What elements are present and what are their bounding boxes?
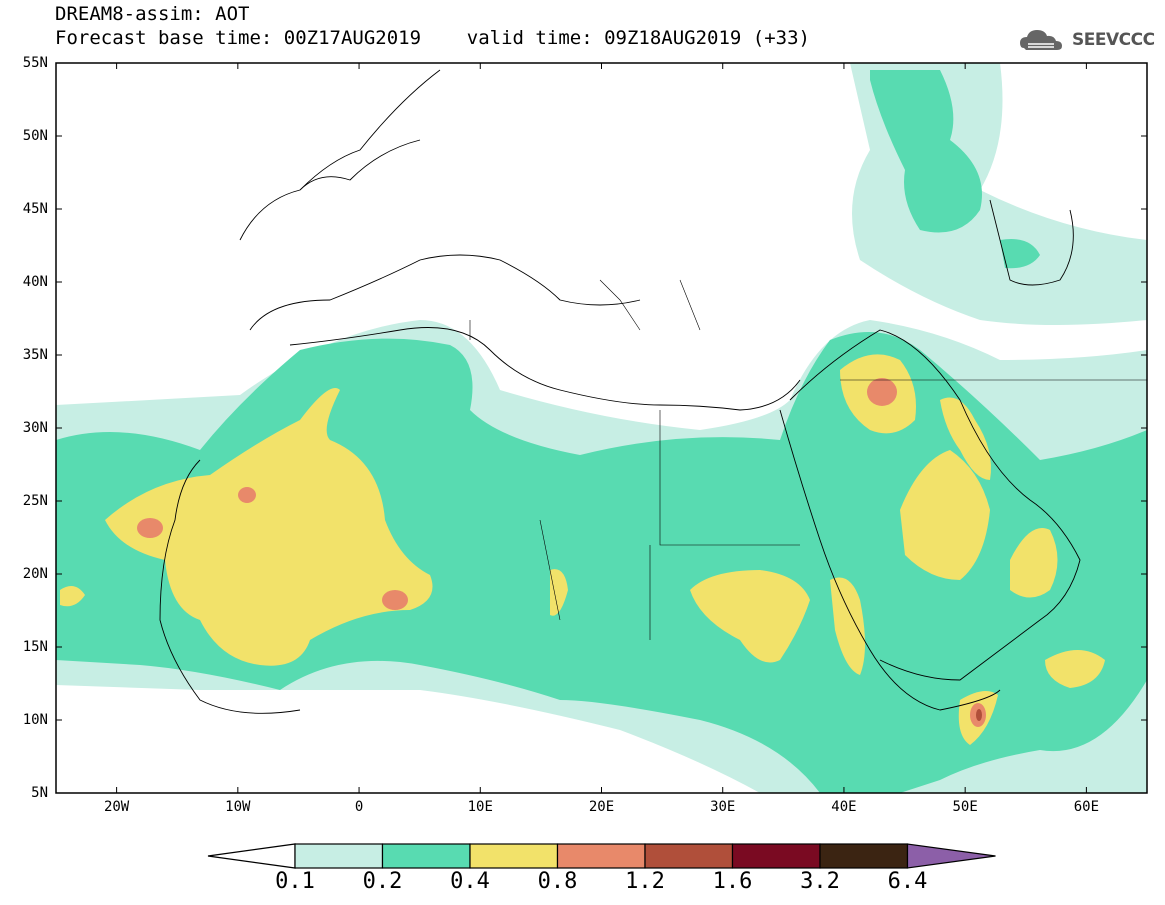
aot-band-0.8-mauritania (137, 518, 163, 538)
coastlines (159, 69, 1147, 714)
aot-field (56, 63, 1147, 793)
colorbar-low-triangle (207, 843, 296, 869)
colorbar-cell (381, 843, 471, 869)
lat-label: 55N (22, 55, 48, 71)
lon-label: 50E (952, 799, 978, 815)
lat-label: 25N (22, 493, 48, 509)
lat-label: 35N (22, 347, 48, 363)
lat-label: 20N (22, 566, 48, 582)
aot-band-0.2-caspian (870, 70, 982, 233)
lon-label: 40E (831, 799, 857, 815)
aot-band-0.4-arabia (900, 450, 990, 580)
colorbar-label: 6.4 (887, 869, 928, 894)
cloud-icon (1020, 30, 1062, 50)
lon-label: 20E (588, 799, 615, 815)
aot-band-0.2-east (1000, 239, 1040, 269)
colorbar-cell (819, 843, 909, 869)
axis-ticks (56, 62, 1147, 794)
lon-label: 0 (354, 799, 364, 815)
aot-band-0.4-gulf (940, 397, 991, 480)
lat-label: 15N (22, 639, 48, 655)
aot-band-0.4-west (60, 586, 85, 607)
colorbar-label: 0.2 (362, 869, 403, 894)
colorbar-high-triangle (906, 843, 996, 869)
seevccc-logo: SEEVCCC (1018, 22, 1158, 58)
colorbar-label: 1.6 (712, 869, 753, 894)
aot-band-0.4-ethiopia (830, 577, 865, 675)
lat-label: 10N (22, 712, 48, 728)
colorbar-cell (644, 843, 734, 869)
lon-label: 20W (103, 799, 130, 815)
colorbar-cell (556, 843, 646, 869)
title-line-1: DREAM8-assim: AOT (55, 3, 250, 25)
lat-label: 30N (22, 420, 48, 436)
aot-band-0.4-sudan (690, 570, 810, 663)
colorbar-cell (469, 843, 559, 869)
logo-text: SEEVCCC (1072, 30, 1155, 50)
lat-label: 40N (22, 274, 48, 290)
lon-label: 30E (710, 799, 736, 815)
aot-band-1.2-somalia (976, 709, 982, 721)
colorbar-label: 0.1 (275, 869, 315, 894)
lon-label: 60E (1073, 799, 1100, 815)
title-line-2: Forecast base time: 00Z17AUG2019 valid t… (55, 27, 810, 49)
lon-label: 10W (225, 799, 251, 815)
lat-label: 50N (22, 128, 48, 144)
lat-label: 45N (22, 201, 48, 217)
colorbar-cell (294, 843, 384, 869)
lon-label: 10E (467, 799, 493, 815)
colorbar-cell (731, 843, 821, 869)
colorbar-label: 3.2 (800, 869, 840, 894)
aot-band-0.8-iraq (867, 378, 897, 406)
colorbar-label: 1.2 (625, 869, 665, 894)
lat-label: 5N (31, 785, 48, 801)
aot-band-0.4-sahara (105, 388, 433, 666)
aot-band-0.4-oman (1010, 528, 1058, 598)
colorbar-label: 0.8 (537, 869, 578, 894)
aot-band-0.8-algeria (238, 487, 256, 503)
colorbar-label: 0.4 (450, 869, 490, 894)
aot-band-0.8-niger (382, 590, 408, 610)
aot-band-0.4-chad (550, 569, 568, 616)
aot-band-0.4-sea (1045, 650, 1105, 688)
